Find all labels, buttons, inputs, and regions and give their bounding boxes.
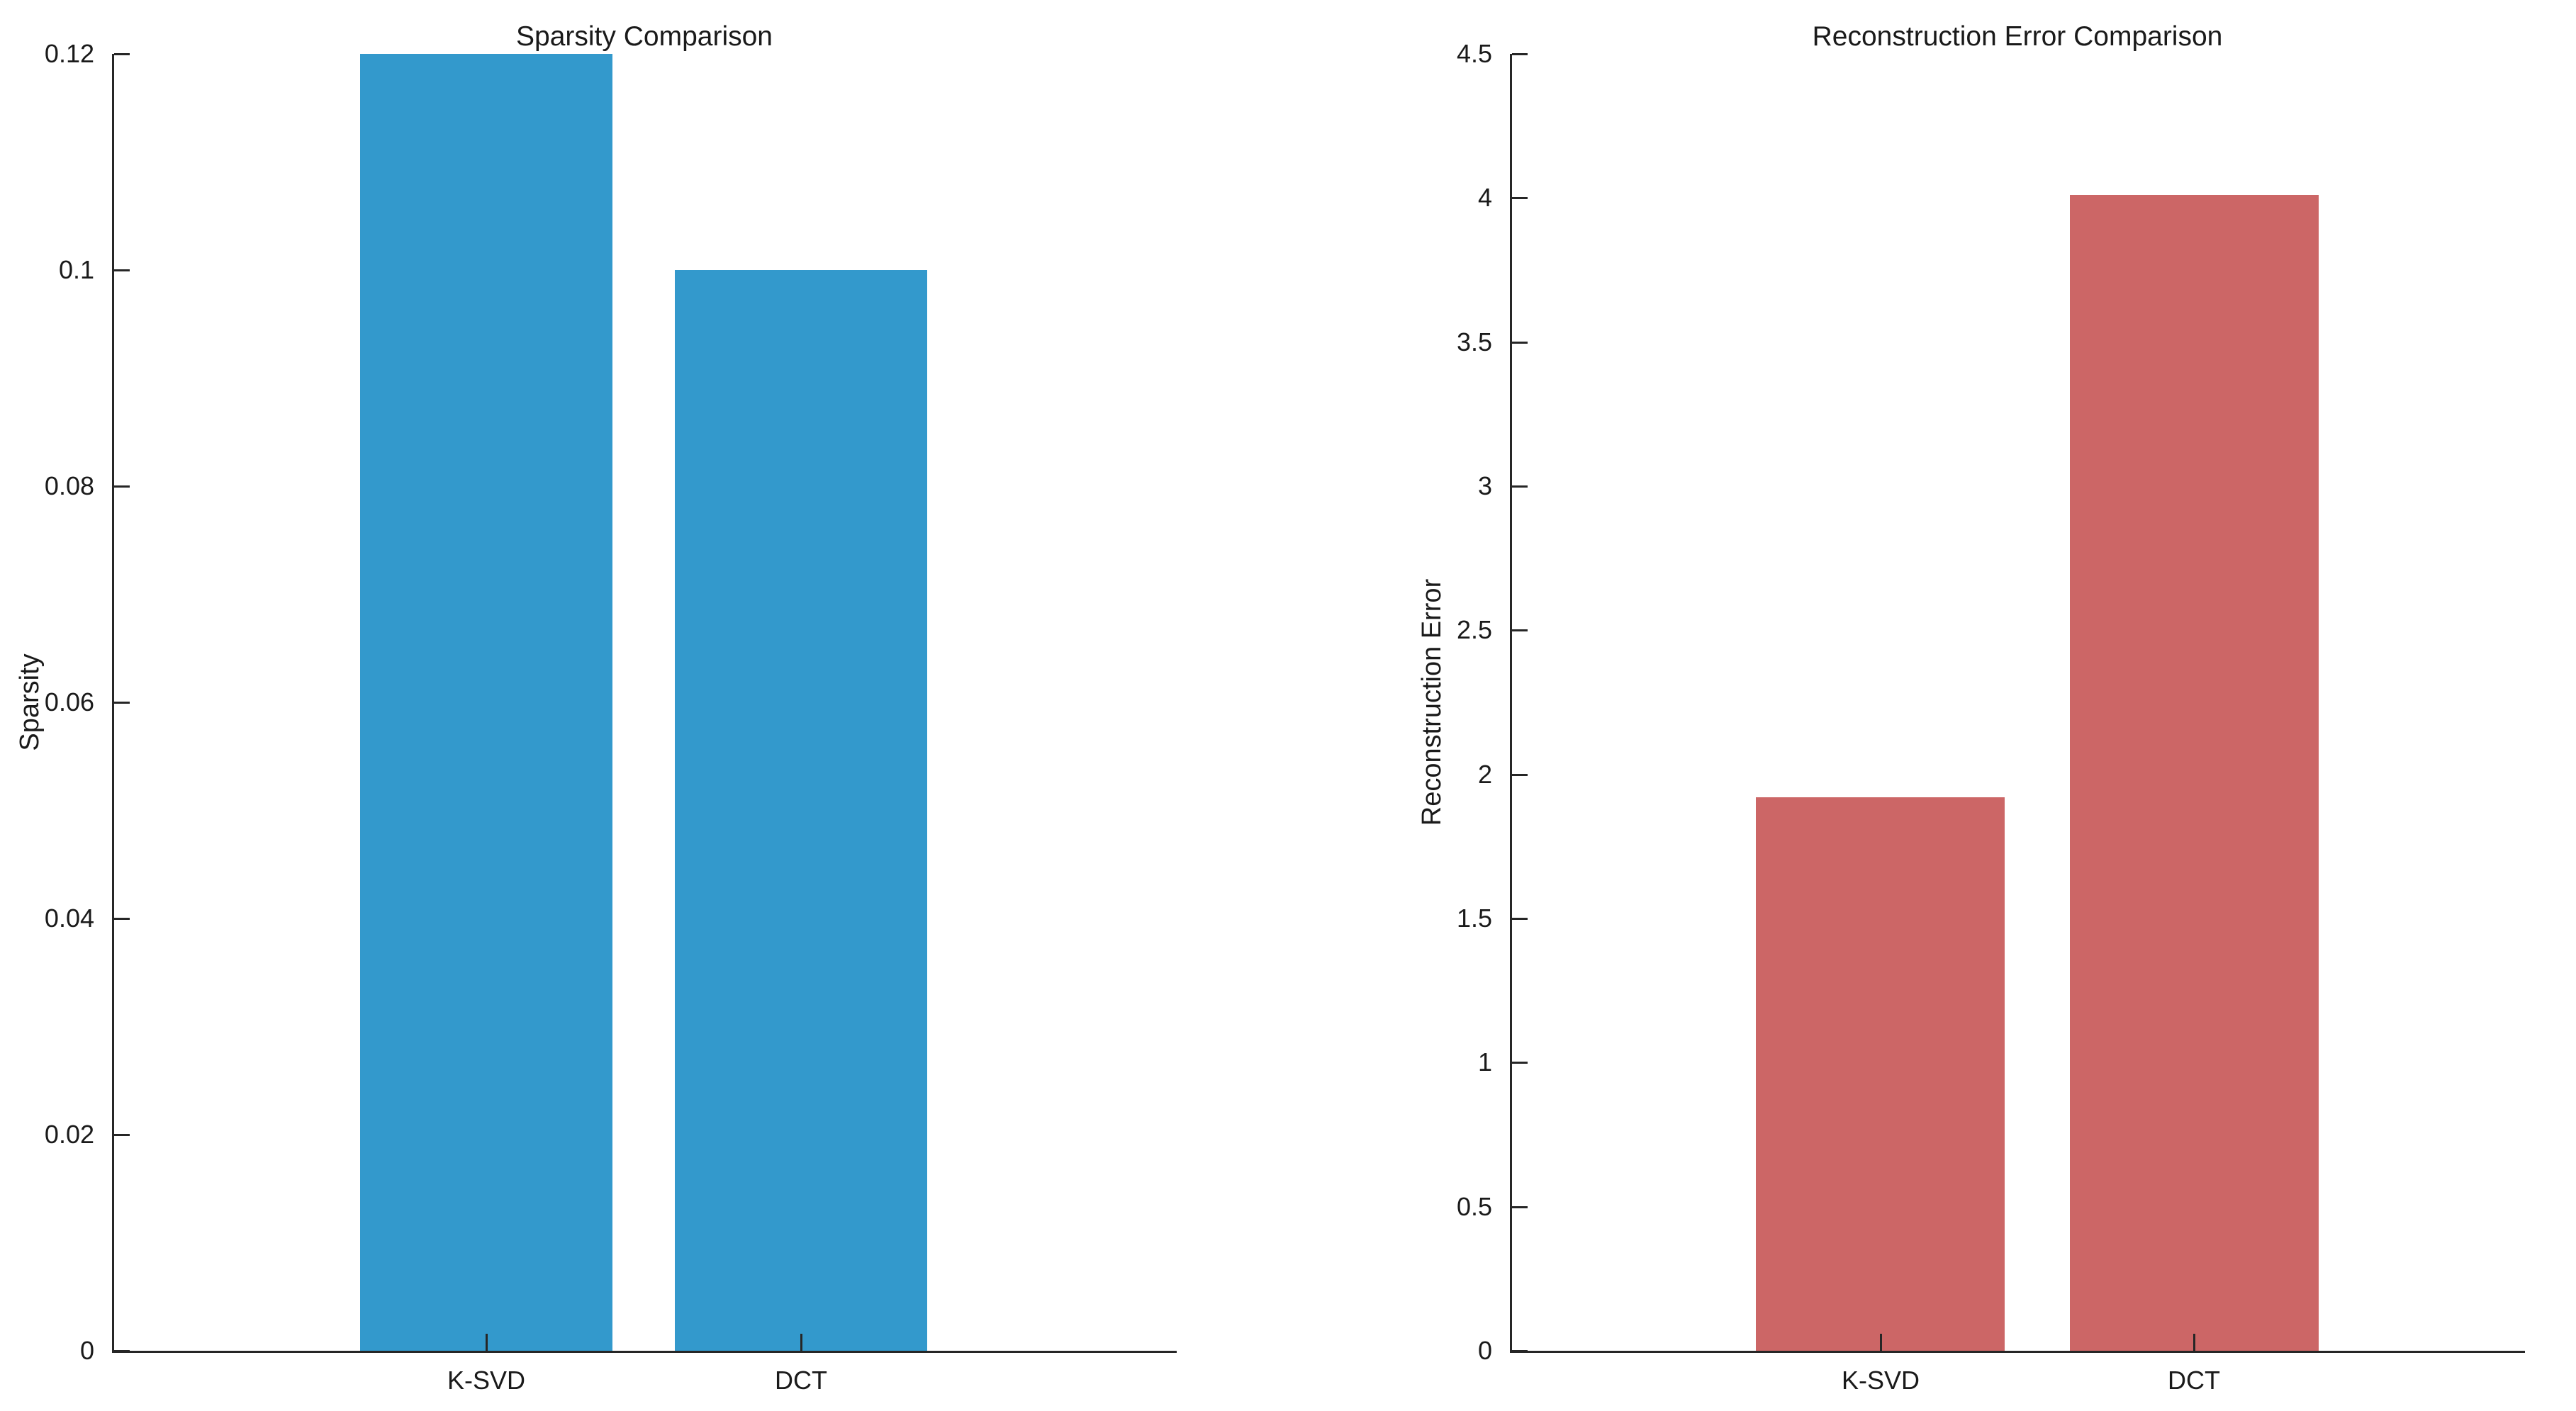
x-tick-mark — [2193, 1334, 2195, 1351]
bar-dct — [675, 270, 927, 1351]
x-tick-label: K-SVD — [447, 1366, 526, 1395]
x-axis-spine — [112, 1351, 1177, 1353]
y-tick-mark — [1512, 1062, 1528, 1064]
y-tick-label: 0.02 — [44, 1120, 94, 1149]
x-tick-label: DCT — [2168, 1366, 2220, 1395]
y-tick-label: 2 — [1477, 759, 1492, 789]
x-tick-mark — [1880, 1334, 1882, 1351]
x-tick-mark — [486, 1334, 488, 1351]
y-tick-mark — [1512, 341, 1528, 344]
y-tick-mark — [1512, 918, 1528, 920]
y-tick-mark — [1512, 53, 1528, 55]
y-tick-label: 0.5 — [1456, 1191, 1492, 1221]
x-tick-label: K-SVD — [1841, 1366, 1920, 1395]
chart-title: Sparsity Comparison — [516, 21, 773, 52]
y-tick-mark — [114, 485, 130, 488]
y-tick-mark — [1512, 773, 1528, 776]
y-tick-mark — [1512, 485, 1528, 488]
y-tick-label: 0.1 — [58, 255, 94, 284]
y-tick-label: 4.5 — [1456, 39, 1492, 68]
y-tick-label: 3.5 — [1456, 327, 1492, 356]
y-tick-mark — [1512, 1350, 1528, 1352]
y-tick-label: 1 — [1477, 1047, 1492, 1077]
y-tick-label: 1.5 — [1456, 904, 1492, 933]
y-tick-mark — [1512, 1205, 1528, 1208]
bar-dct — [2070, 195, 2319, 1351]
y-tick-mark — [1512, 197, 1528, 200]
chart-title: Reconstruction Error Comparison — [1812, 21, 2223, 52]
bar-k-svd — [360, 54, 612, 1351]
y-axis-spine — [1510, 54, 1512, 1353]
bar-k-svd — [1756, 797, 2005, 1351]
y-tick-mark — [114, 269, 130, 271]
x-tick-mark — [800, 1334, 802, 1351]
y-axis-spine — [112, 54, 114, 1353]
y-tick-label: 0 — [79, 1336, 94, 1365]
y-tick-mark — [114, 918, 130, 920]
y-tick-label: 0.12 — [44, 39, 94, 68]
x-tick-label: DCT — [775, 1366, 827, 1395]
y-tick-mark — [1512, 629, 1528, 632]
y-tick-label: 0 — [1477, 1336, 1492, 1365]
y-tick-mark — [114, 53, 130, 55]
y-tick-mark — [114, 1134, 130, 1136]
y-tick-label: 0.04 — [44, 904, 94, 933]
y-tick-mark — [114, 702, 130, 704]
y-tick-label: 3 — [1477, 471, 1492, 500]
x-axis-spine — [1510, 1351, 2525, 1353]
y-tick-label: 4 — [1477, 183, 1492, 213]
y-tick-label: 0.08 — [44, 471, 94, 500]
y-tick-mark — [114, 1350, 130, 1352]
y-tick-label: 2.5 — [1456, 615, 1492, 645]
y-tick-label: 0.06 — [44, 687, 94, 716]
